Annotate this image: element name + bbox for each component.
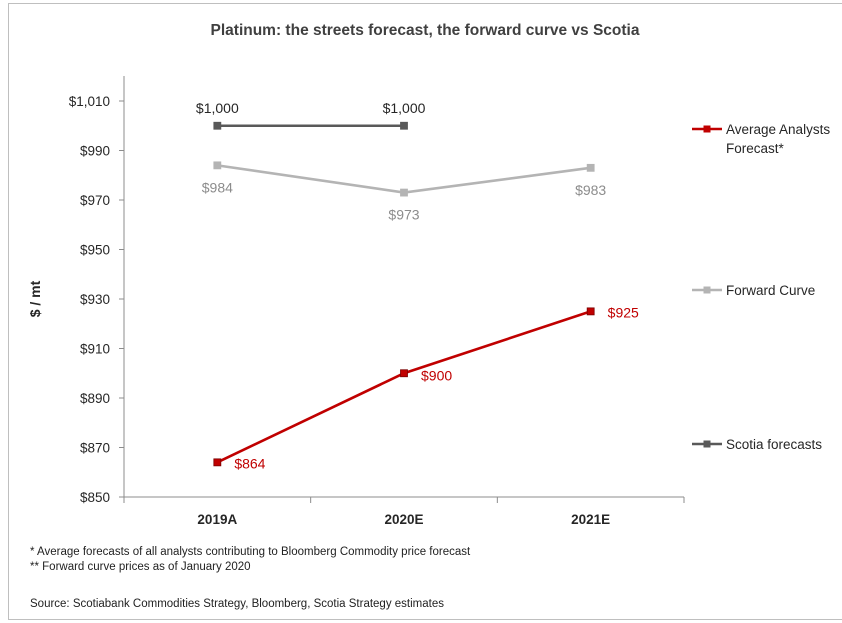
series-marker-1 [400,188,408,197]
data-label: $973 [388,207,419,223]
y-tick-label: $870 [80,441,110,456]
series-line-1 [217,164,591,194]
footnote-analysts: * Average forecasts of all analysts cont… [30,546,471,558]
y-tick-label: $990 [80,144,110,159]
y-axis-title: $ / mt [27,280,43,317]
y-tick-label: $930 [80,292,110,307]
series-line-0 [216,310,592,464]
legend-label: Forecast* [726,141,785,156]
legend-label: Forward Curve [726,283,815,298]
legend-label: Average Analysts [726,122,830,137]
y-tick-label: $910 [80,342,110,357]
source-note: Source: Scotiabank Commodities Strategy,… [30,598,444,610]
data-label: $925 [608,304,639,320]
series-marker-1 [213,161,222,170]
legend-label: Scotia forecasts [726,437,822,452]
y-tick-label: $890 [80,391,110,406]
series-marker-0 [400,369,408,378]
x-tick-label: 2021E [571,512,610,527]
y-tick-label: $1,010 [69,94,110,109]
legend-marker-2 [703,440,711,448]
footnote-forward-curve: ** Forward curve prices as of January 20… [30,561,251,573]
y-tick-label: $850 [80,490,110,505]
data-label: $984 [202,179,233,195]
data-label: $864 [234,455,265,471]
x-tick-label: 2020E [384,512,423,527]
series-marker-0 [586,307,595,316]
chart-title: Platinum: the streets forecast, the forw… [210,22,640,39]
data-label: $900 [421,367,452,383]
series-marker-2 [400,121,408,130]
x-tick-label: 2019A [197,512,237,527]
data-label: $1,000 [383,100,426,116]
chart-frame [8,3,842,620]
y-tick-label: $950 [80,243,110,258]
series-marker-1 [586,163,595,172]
y-tick-label: $970 [80,193,110,208]
series-marker-0 [213,458,222,467]
series-marker-2 [213,121,222,130]
data-label: $1,000 [196,100,239,116]
data-label: $983 [575,182,606,198]
legend-marker-0 [703,125,711,133]
legend-marker-1 [703,286,711,294]
